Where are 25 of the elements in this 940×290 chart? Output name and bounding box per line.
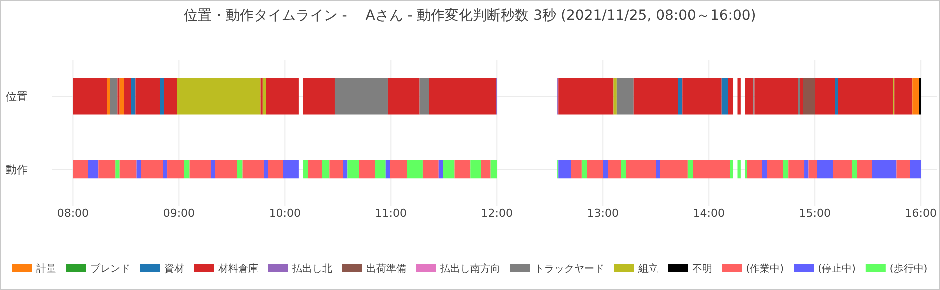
legend-label: 払出し北 xyxy=(291,263,332,275)
legend-label: 払出し南方向 xyxy=(439,263,500,275)
x-tick-label: 11:00 xyxy=(375,207,408,220)
legend-label: 資材 xyxy=(164,263,184,275)
x-tick-label: 08:00 xyxy=(57,207,90,220)
legend-label: 出荷準備 xyxy=(366,263,406,275)
legend-label: 組立 xyxy=(637,263,658,275)
x-tick-label: 12:00 xyxy=(481,207,513,220)
legend-label: (歩行中) xyxy=(890,263,928,275)
x-tick-label: 09:00 xyxy=(163,207,196,220)
x-tick-label: 10:00 xyxy=(269,207,302,220)
y-tick-label: 位置 xyxy=(6,90,28,104)
legend-label: 不明 xyxy=(692,264,712,275)
legend-label: (作業中) xyxy=(746,263,784,275)
legend-label: ブレンド xyxy=(90,263,130,275)
x-tick-label: 15:00 xyxy=(799,207,831,220)
legend-label: (停止中) xyxy=(818,263,856,275)
x-tick-label: 13:00 xyxy=(587,207,619,220)
x-tick-label: 16:00 xyxy=(905,207,937,220)
legend-label: 計量 xyxy=(36,263,56,275)
legend-label: 材料倉庫 xyxy=(217,263,258,275)
chart-title: 位置・動作タイムライン - Aさん - 動作変化判断秒数 3秒 (2021/11/25, 08:00～16:00) xyxy=(184,8,756,24)
y-tick-label: 動作 xyxy=(6,164,28,176)
legend-label: トラックヤード xyxy=(534,264,604,275)
x-tick-label: 14:00 xyxy=(693,207,725,220)
